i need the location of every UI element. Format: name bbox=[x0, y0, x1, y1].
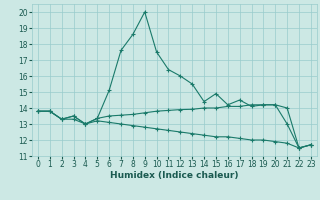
X-axis label: Humidex (Indice chaleur): Humidex (Indice chaleur) bbox=[110, 171, 239, 180]
